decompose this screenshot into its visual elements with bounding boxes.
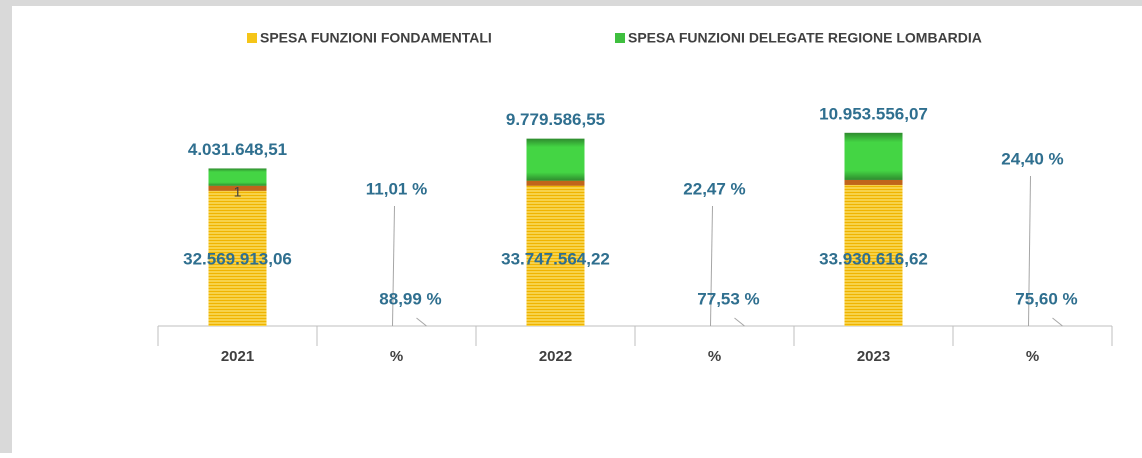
bar-segment bbox=[527, 139, 585, 181]
leader-line bbox=[735, 318, 745, 326]
value-label: 24,40 % bbox=[1001, 149, 1063, 168]
value-label: 33.930.616,62 bbox=[819, 249, 928, 268]
leader-line bbox=[1053, 318, 1063, 326]
x-tick-label: % bbox=[708, 348, 721, 365]
value-label: 32.569.913,06 bbox=[183, 249, 292, 268]
bar-segment bbox=[845, 133, 903, 180]
value-label: 88,99 % bbox=[379, 289, 441, 308]
value-label: 75,60 % bbox=[1015, 289, 1077, 308]
value-label: 9.779.586,55 bbox=[506, 110, 605, 129]
legend-label: SPESA FUNZIONI FONDAMENTALI bbox=[260, 30, 492, 46]
annotation: 1 bbox=[234, 184, 242, 200]
legend-label: SPESA FUNZIONI DELEGATE REGIONE LOMBARDI… bbox=[628, 30, 982, 46]
x-tick-label: % bbox=[390, 348, 403, 365]
value-label: 4.031.648,51 bbox=[188, 140, 287, 159]
value-label: 11,01 % bbox=[366, 179, 427, 198]
value-label: 22,47 % bbox=[683, 179, 745, 198]
x-tick-label: 2022 bbox=[539, 348, 572, 365]
legend-swatch bbox=[615, 33, 625, 43]
leader-line bbox=[417, 318, 427, 326]
x-tick-label: 2023 bbox=[857, 348, 890, 365]
x-tick-label: 2021 bbox=[221, 348, 254, 365]
left-frame bbox=[0, 0, 12, 453]
value-label: 33.747.564,22 bbox=[501, 249, 610, 268]
value-label: 77,53 % bbox=[697, 289, 759, 308]
legend-swatch bbox=[247, 33, 257, 43]
top-frame bbox=[0, 0, 1142, 6]
x-tick-label: % bbox=[1026, 348, 1039, 365]
value-label: 10.953.556,07 bbox=[819, 104, 928, 123]
bar-cap bbox=[845, 180, 903, 185]
bar-cap bbox=[527, 181, 585, 186]
